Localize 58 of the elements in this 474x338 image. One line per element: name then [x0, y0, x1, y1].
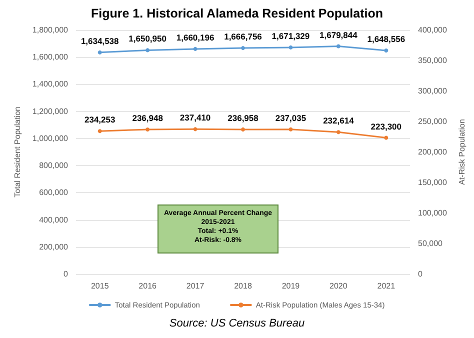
data-label: 232,614 — [323, 116, 354, 126]
y2-tick-label: 100,000 — [418, 208, 448, 218]
y2-tick-label: 0 — [418, 270, 423, 278]
y2-tick-label: 200,000 — [418, 148, 448, 156]
y-tick-label: 1,000,000 — [32, 134, 69, 143]
y-tick-label: 1,400,000 — [32, 80, 69, 89]
y-tick-label: 0 — [64, 270, 69, 278]
data-label: 1,671,329 — [272, 30, 310, 41]
point — [146, 48, 150, 52]
data-label: 223,300 — [370, 121, 402, 132]
data-label: 1,666,756 — [224, 32, 262, 42]
y2-tick-label: 50,000 — [418, 239, 444, 248]
x-tick-label: 2020 — [330, 282, 348, 290]
point — [288, 45, 293, 50]
data-label: 1,634,538 — [80, 36, 120, 46]
y-tick-label: 1,800,000 — [32, 26, 69, 34]
point — [193, 46, 198, 51]
point — [241, 46, 245, 50]
y2-tick-label: 300,000 — [418, 86, 448, 96]
data-label: 1,660,196 — [176, 32, 214, 42]
data-label: 1,648,556 — [367, 34, 406, 44]
y2-tick-label: 400,000 — [418, 26, 448, 34]
y-tick-label: 600,000 — [39, 188, 69, 198]
chart-title: Figure 1. Historical Alameda Resident Population — [91, 6, 383, 20]
point — [193, 127, 198, 132]
point — [336, 44, 340, 48]
point — [336, 130, 340, 134]
y2-axis-title: At-Risk Population — [458, 119, 466, 185]
y-tick-label: 400,000 — [39, 215, 69, 224]
source-note: Source: US Census Bureau — [169, 318, 305, 330]
y-axis-title: Total Resident Population — [13, 106, 22, 198]
data-label: 1,679,844 — [320, 30, 358, 40]
y-tick-label: 200,000 — [39, 242, 69, 252]
x-tick-label: 2016 — [138, 282, 158, 290]
x-tick-label: 2015 — [90, 282, 110, 290]
point — [288, 127, 293, 132]
y-tick-label: 1,200,000 — [32, 106, 69, 116]
point — [384, 136, 388, 140]
y2-tick-label: 250,000 — [418, 117, 448, 126]
x-tick-label: 2019 — [282, 282, 300, 290]
y2-tick-label: 350,000 — [418, 56, 448, 65]
x-tick-label: 2021 — [377, 282, 396, 290]
point — [384, 48, 388, 53]
point — [146, 127, 150, 132]
point — [98, 129, 102, 134]
data-label: 236,958 — [228, 112, 259, 123]
x-tick-label: 2018 — [234, 282, 252, 290]
data-label: 234,253 — [84, 114, 116, 125]
data-label: 237,410 — [180, 112, 211, 123]
data-label: 236,948 — [132, 112, 164, 123]
x-tick-label: 2017 — [186, 282, 205, 290]
y-tick-label: 1,600,000 — [32, 52, 69, 62]
y2-tick-label: 150,000 — [418, 178, 448, 187]
y-tick-label: 800,000 — [39, 161, 69, 170]
point — [98, 50, 102, 54]
data-label: 1,650,950 — [128, 34, 167, 44]
point — [241, 127, 245, 132]
data-label: 237,035 — [275, 112, 306, 123]
